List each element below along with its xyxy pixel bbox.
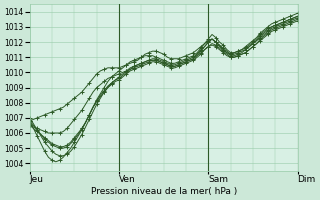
- X-axis label: Pression niveau de la mer( hPa ): Pression niveau de la mer( hPa ): [91, 187, 237, 196]
